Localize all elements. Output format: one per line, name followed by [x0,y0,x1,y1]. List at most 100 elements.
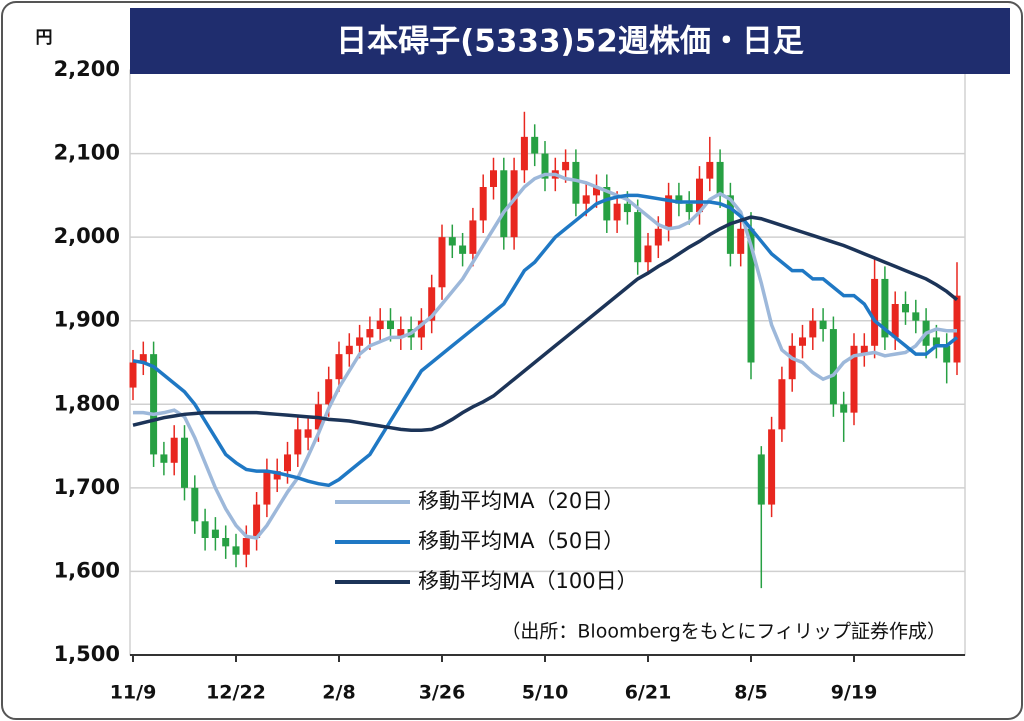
x-tick-label: 3/26 [419,682,466,704]
candle-body [417,320,425,338]
y-tick-label: 1,500 [54,642,120,666]
candle-body [150,354,158,455]
candle-body [469,220,477,254]
y-tick-label: 2,000 [54,224,120,248]
candle-body [211,529,219,538]
candle-body [891,304,899,338]
ma-line [133,172,957,540]
candle-body [871,278,879,346]
candle-body [345,345,353,355]
candle-body [448,237,456,246]
source-note: （出所：Bloombergをもとにフィリップ証券作成） [501,621,946,643]
candle-body [757,454,765,505]
legend-label: 移動平均MA（50日） [418,529,624,553]
candle-body [932,337,940,346]
candle-body [685,203,693,213]
candle-body [799,337,806,346]
candle-body [593,187,600,196]
candle-body [170,437,178,463]
candle-body [459,245,467,254]
x-tick-label: 5/10 [522,682,569,704]
candle-body [201,521,209,538]
candle-body [438,237,446,288]
candle-body [397,329,405,338]
candle-body [912,312,920,321]
y-tick-label: 1,600 [54,558,120,582]
candle-body [634,212,642,263]
candle-body [191,487,199,522]
candle-body [366,329,374,338]
candle-body [242,538,250,555]
plot-layer [129,69,965,662]
x-tick-label: 2/8 [322,682,355,704]
candle-body [139,354,147,363]
candle-body [706,161,714,179]
ma-line [132,193,959,488]
candle-body [696,178,703,213]
candle-body [675,195,683,204]
candle-body [294,429,302,455]
y-tick-label: 1,800 [54,391,120,415]
x-tick-label: 12/22 [206,682,266,704]
candle-body [902,304,909,313]
y-tick-label: 1,700 [54,475,120,499]
candle-body [747,228,755,363]
candle-body [232,546,240,555]
candle-body [943,345,951,363]
candle-body [510,170,518,238]
y-unit: 円 [36,28,53,48]
candle-body [500,170,508,238]
candle-body [562,161,570,171]
candle-body [479,187,487,221]
candle-body [860,345,868,355]
candle-body [654,228,662,246]
y-tick-label: 2,200 [54,57,120,81]
x-tick-label: 9/19 [831,682,878,704]
candle-body [376,320,384,330]
chart-title: 日本碍子(5333)52週株価・日足 [336,24,804,60]
legend-label: 移動平均MA（20日） [418,489,624,513]
candle-body [325,379,333,405]
candle-body [304,429,312,438]
candle-body [253,504,261,538]
candle-body [160,454,168,463]
candle-body [737,228,745,254]
candle-body [490,170,497,187]
candle-body [387,320,394,330]
candle-body [809,320,817,338]
candle-body [520,136,528,171]
candle-body [572,161,580,204]
candle-body [716,161,724,196]
candle-body [129,362,137,388]
candle-body [222,538,230,547]
x-tick-label: 11/9 [110,682,157,704]
candle-body [531,136,539,154]
candle-body [356,337,364,346]
y-tick-label: 1,900 [54,308,120,332]
x-tick-label: 6/21 [625,682,672,704]
candle-body [788,345,796,380]
candle-body [613,203,621,221]
candle-body [840,404,848,413]
candle-body [665,195,673,229]
candle-body [335,354,343,380]
candle-body [881,278,889,338]
candle-body [284,454,291,472]
candle-body [541,153,549,179]
x-tick-label: 8/5 [734,682,767,704]
candle-body [768,429,776,505]
candle-body [850,345,858,413]
candle-body [428,287,436,321]
candle-body [623,203,631,213]
ma-line [132,215,959,432]
candle-body [819,320,827,330]
candle-body [582,195,590,204]
legend-label: 移動平均MA（100日） [418,569,638,593]
candle-body [778,379,786,430]
candle-body [263,471,271,505]
candle-body [644,245,652,263]
title-box [130,8,1010,74]
candle-body [603,187,611,221]
candle-body [273,471,281,480]
